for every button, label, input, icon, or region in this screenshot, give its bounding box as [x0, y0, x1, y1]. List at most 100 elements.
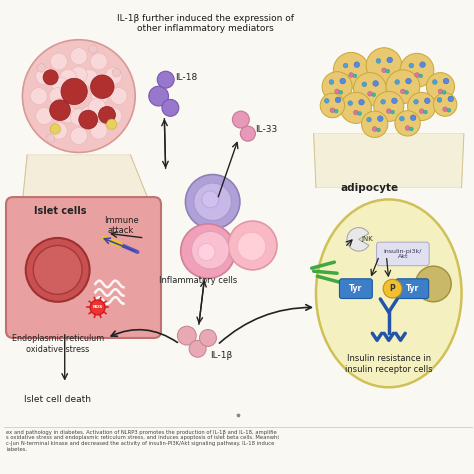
- Circle shape: [324, 99, 329, 103]
- Circle shape: [424, 98, 430, 104]
- Text: IL-33: IL-33: [255, 126, 277, 135]
- Circle shape: [162, 100, 179, 116]
- Circle shape: [359, 100, 365, 105]
- Circle shape: [353, 74, 357, 78]
- Circle shape: [420, 62, 425, 67]
- Text: ROS: ROS: [92, 305, 103, 310]
- Circle shape: [362, 82, 367, 87]
- Circle shape: [334, 109, 338, 113]
- Circle shape: [60, 69, 77, 86]
- Circle shape: [340, 92, 372, 123]
- Circle shape: [60, 106, 77, 123]
- Text: Endoplasmic reticulum
oxidative stress: Endoplasmic reticulum oxidative stress: [11, 334, 104, 354]
- Circle shape: [50, 122, 67, 139]
- Circle shape: [22, 40, 135, 153]
- Circle shape: [36, 68, 53, 84]
- Circle shape: [354, 110, 358, 115]
- Circle shape: [366, 48, 402, 83]
- Circle shape: [81, 69, 98, 86]
- Circle shape: [368, 91, 373, 96]
- Circle shape: [91, 88, 109, 105]
- Circle shape: [89, 77, 106, 94]
- Circle shape: [185, 174, 240, 229]
- Circle shape: [367, 117, 372, 122]
- Circle shape: [376, 128, 380, 132]
- Circle shape: [181, 224, 235, 278]
- Wedge shape: [347, 228, 369, 251]
- Circle shape: [374, 91, 404, 121]
- Circle shape: [70, 66, 87, 83]
- Circle shape: [424, 110, 427, 114]
- Circle shape: [386, 109, 391, 113]
- Circle shape: [386, 69, 390, 73]
- Circle shape: [320, 93, 345, 118]
- Circle shape: [401, 89, 405, 94]
- Circle shape: [70, 128, 87, 145]
- Circle shape: [46, 134, 55, 143]
- Text: ex and pathology in diabetes. Activation of NLRP3 promotes the production of IL-: ex and pathology in diabetes. Activation…: [6, 429, 279, 452]
- Circle shape: [373, 81, 378, 86]
- Circle shape: [400, 116, 404, 121]
- Circle shape: [110, 88, 127, 105]
- Text: IL-18: IL-18: [175, 73, 197, 82]
- Circle shape: [70, 48, 87, 64]
- Circle shape: [99, 107, 116, 123]
- Circle shape: [91, 75, 114, 99]
- Circle shape: [340, 78, 346, 84]
- Circle shape: [409, 63, 414, 68]
- Circle shape: [50, 124, 61, 134]
- Circle shape: [406, 78, 411, 84]
- Circle shape: [438, 89, 443, 94]
- Circle shape: [416, 266, 451, 302]
- Circle shape: [392, 98, 397, 104]
- Text: Tyr: Tyr: [406, 284, 419, 293]
- Circle shape: [105, 68, 122, 84]
- Circle shape: [432, 80, 437, 84]
- Circle shape: [194, 183, 231, 220]
- FancyBboxPatch shape: [396, 279, 428, 299]
- Ellipse shape: [316, 200, 462, 387]
- Circle shape: [343, 63, 348, 68]
- Text: insulin-pi3k/
Akt: insulin-pi3k/ Akt: [383, 248, 422, 259]
- Circle shape: [200, 329, 217, 346]
- Circle shape: [348, 101, 353, 106]
- Circle shape: [448, 96, 454, 102]
- Circle shape: [405, 91, 409, 94]
- Circle shape: [240, 126, 255, 141]
- Circle shape: [198, 244, 215, 261]
- Circle shape: [382, 68, 386, 73]
- Circle shape: [89, 45, 97, 54]
- Text: JNK: JNK: [362, 236, 374, 242]
- FancyBboxPatch shape: [339, 279, 373, 299]
- Circle shape: [79, 110, 98, 129]
- Circle shape: [232, 111, 249, 128]
- Circle shape: [70, 109, 87, 126]
- Circle shape: [408, 92, 436, 120]
- Circle shape: [237, 232, 266, 261]
- Circle shape: [377, 116, 383, 121]
- Circle shape: [433, 93, 457, 116]
- FancyBboxPatch shape: [376, 242, 429, 265]
- Text: IL-1β: IL-1β: [210, 351, 233, 360]
- Circle shape: [228, 221, 277, 270]
- Text: Islet cells: Islet cells: [34, 206, 87, 216]
- Circle shape: [339, 91, 343, 94]
- Circle shape: [26, 238, 90, 302]
- Circle shape: [414, 100, 419, 104]
- Circle shape: [415, 73, 419, 77]
- Circle shape: [419, 74, 423, 78]
- Circle shape: [90, 300, 105, 315]
- Circle shape: [395, 110, 420, 136]
- Circle shape: [354, 62, 360, 67]
- Circle shape: [376, 58, 381, 63]
- Circle shape: [61, 78, 87, 105]
- Circle shape: [373, 127, 377, 131]
- Circle shape: [177, 326, 196, 345]
- Circle shape: [52, 98, 69, 115]
- Circle shape: [354, 73, 386, 106]
- Circle shape: [50, 53, 67, 70]
- Circle shape: [91, 53, 107, 70]
- Circle shape: [358, 111, 362, 115]
- Circle shape: [395, 80, 400, 84]
- Text: P: P: [390, 284, 395, 293]
